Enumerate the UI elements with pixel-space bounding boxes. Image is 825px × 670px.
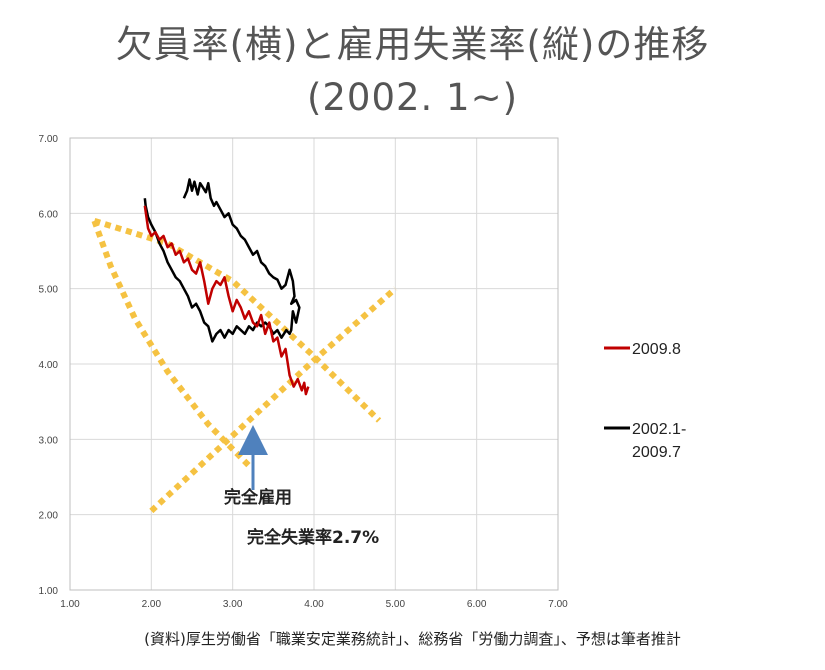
y-tick-label: 4.00 [39, 360, 59, 371]
x-tick-label: 7.00 [548, 599, 568, 610]
annotation-unemployment-rate: 完全失業率2.7% [247, 527, 379, 548]
y-tick-label: 6.00 [39, 209, 59, 220]
chart-title: 欠員率(横)と雇用失業率(縦)の推移 [115, 23, 710, 66]
axes: 1.00 2.00 3.00 4.00 5.00 6.00 7.00 1.00 2.00 3.00… [39, 134, 569, 610]
x-tick-label: 3.00 [223, 599, 243, 610]
y-tick-label: 5.00 [39, 285, 59, 296]
y-tick-label: 7.00 [39, 134, 59, 145]
x-tick-label: 2.00 [142, 599, 162, 610]
legend: 2009.8 2002.1- 2009.7 [604, 341, 686, 461]
gridlines [69, 137, 559, 591]
x-tick-label: 4.00 [304, 599, 324, 610]
projection-lines [91, 218, 398, 514]
series-line-2009-8 [143, 205, 310, 396]
source-note: (資料)厚生労働省「職業安定業務統計」、総務省「労働力調査」、予想は筆者推計 [144, 630, 681, 648]
annotation-full-employment: 完全雇用 [224, 487, 292, 508]
projection-line [149, 286, 398, 514]
projection-line [93, 218, 382, 423]
legend-label-2002-2009-line1: 2002.1- [632, 421, 686, 438]
y-tick-label: 2.00 [39, 511, 59, 522]
series-line-2002-1-2009-7 [143, 178, 301, 343]
data-series [143, 178, 310, 396]
x-tick-label: 6.00 [467, 599, 487, 610]
x-tick-label: 1.00 [60, 599, 80, 610]
chart-subtitle: (2002. 1~) [306, 76, 519, 119]
legend-label-2009-8: 2009.8 [632, 341, 681, 358]
projection-line [91, 219, 252, 468]
x-tick-label: 5.00 [386, 599, 406, 610]
y-tick-label: 1.00 [39, 586, 59, 597]
y-tick-label: 3.00 [39, 435, 59, 446]
legend-label-2002-2009-line2: 2009.7 [632, 444, 681, 461]
plot-area-border [69, 137, 559, 591]
